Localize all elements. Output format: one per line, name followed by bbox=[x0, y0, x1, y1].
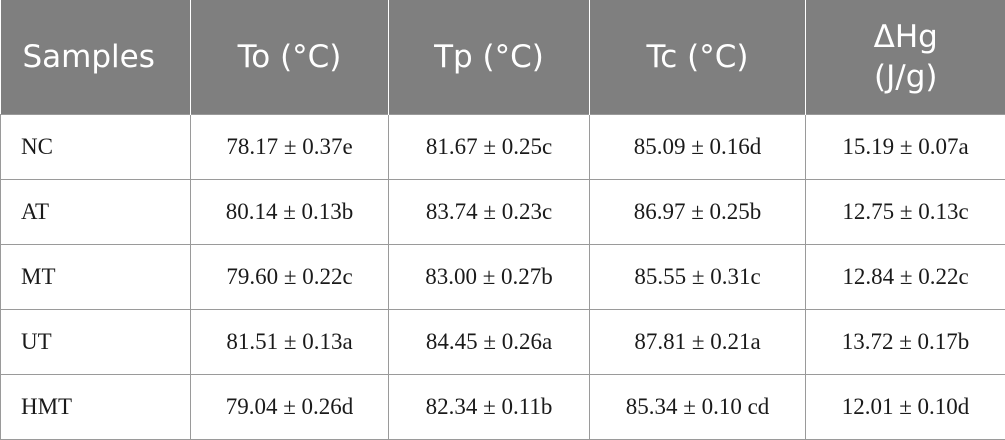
cell-tc: 87.81 ± 0.21a bbox=[589, 308, 806, 375]
cell-sample: UT bbox=[0, 308, 191, 375]
cell-dhg: 12.84 ± 0.22c bbox=[805, 243, 1005, 310]
cell-dhg: 12.01 ± 0.10d bbox=[805, 373, 1005, 440]
header-dhg-unit: (J/g) bbox=[874, 58, 938, 95]
cell-tp: 83.00 ± 0.27b bbox=[388, 243, 590, 310]
table-row: NC 78.17 ± 0.37e 81.67 ± 0.25c 85.09 ± 0… bbox=[0, 113, 1005, 180]
cell-tc: 86.97 ± 0.25b bbox=[589, 178, 806, 245]
table-row: HMT 79.04 ± 0.26d 82.34 ± 0.11b 85.34 ± … bbox=[0, 373, 1005, 440]
header-to: To (°C) bbox=[190, 0, 389, 114]
cell-to: 79.04 ± 0.26d bbox=[190, 373, 389, 440]
cell-to: 79.60 ± 0.22c bbox=[190, 243, 389, 310]
cell-sample: HMT bbox=[0, 373, 191, 440]
header-samples: Samples bbox=[0, 0, 191, 114]
header-dhg-label: ΔHg bbox=[873, 18, 938, 55]
header-tc-label: Tc (°C) bbox=[646, 38, 749, 75]
header-to-label: To (°C) bbox=[237, 38, 342, 75]
cell-sample: MT bbox=[0, 243, 191, 310]
cell-tc: 85.55 ± 0.31c bbox=[589, 243, 806, 310]
cell-sample: NC bbox=[0, 113, 191, 180]
table-body: NC 78.17 ± 0.37e 81.67 ± 0.25c 85.09 ± 0… bbox=[0, 113, 1005, 440]
header-row: Samples To (°C) Tp (°C) Tc (°C) ΔHg (J/g… bbox=[0, 0, 1005, 114]
table-row: AT 80.14 ± 0.13b 83.74 ± 0.23c 86.97 ± 0… bbox=[0, 178, 1005, 245]
table-header: Samples To (°C) Tp (°C) Tc (°C) ΔHg (J/g… bbox=[0, 0, 1005, 114]
cell-dhg: 15.19 ± 0.07a bbox=[805, 113, 1005, 180]
cell-tc: 85.34 ± 0.10 cd bbox=[589, 373, 806, 440]
table-row: UT 81.51 ± 0.13a 84.45 ± 0.26a 87.81 ± 0… bbox=[0, 308, 1005, 375]
cell-tc: 85.09 ± 0.16d bbox=[589, 113, 806, 180]
header-dhg: ΔHg (J/g) bbox=[805, 0, 1005, 114]
table-row: MT 79.60 ± 0.22c 83.00 ± 0.27b 85.55 ± 0… bbox=[0, 243, 1005, 310]
header-tp-label: Tp (°C) bbox=[434, 38, 544, 75]
cell-sample: AT bbox=[0, 178, 191, 245]
cell-dhg: 12.75 ± 0.13c bbox=[805, 178, 1005, 245]
cell-tp: 82.34 ± 0.11b bbox=[388, 373, 590, 440]
header-tp: Tp (°C) bbox=[388, 0, 590, 114]
header-samples-label: Samples bbox=[22, 38, 155, 75]
cell-tp: 83.74 ± 0.23c bbox=[388, 178, 590, 245]
header-tc: Tc (°C) bbox=[589, 0, 806, 114]
cell-to: 80.14 ± 0.13b bbox=[190, 178, 389, 245]
cell-tp: 84.45 ± 0.26a bbox=[388, 308, 590, 375]
cell-dhg: 13.72 ± 0.17b bbox=[805, 308, 1005, 375]
cell-tp: 81.67 ± 0.25c bbox=[388, 113, 590, 180]
cell-to: 81.51 ± 0.13a bbox=[190, 308, 389, 375]
cell-to: 78.17 ± 0.37e bbox=[190, 113, 389, 180]
